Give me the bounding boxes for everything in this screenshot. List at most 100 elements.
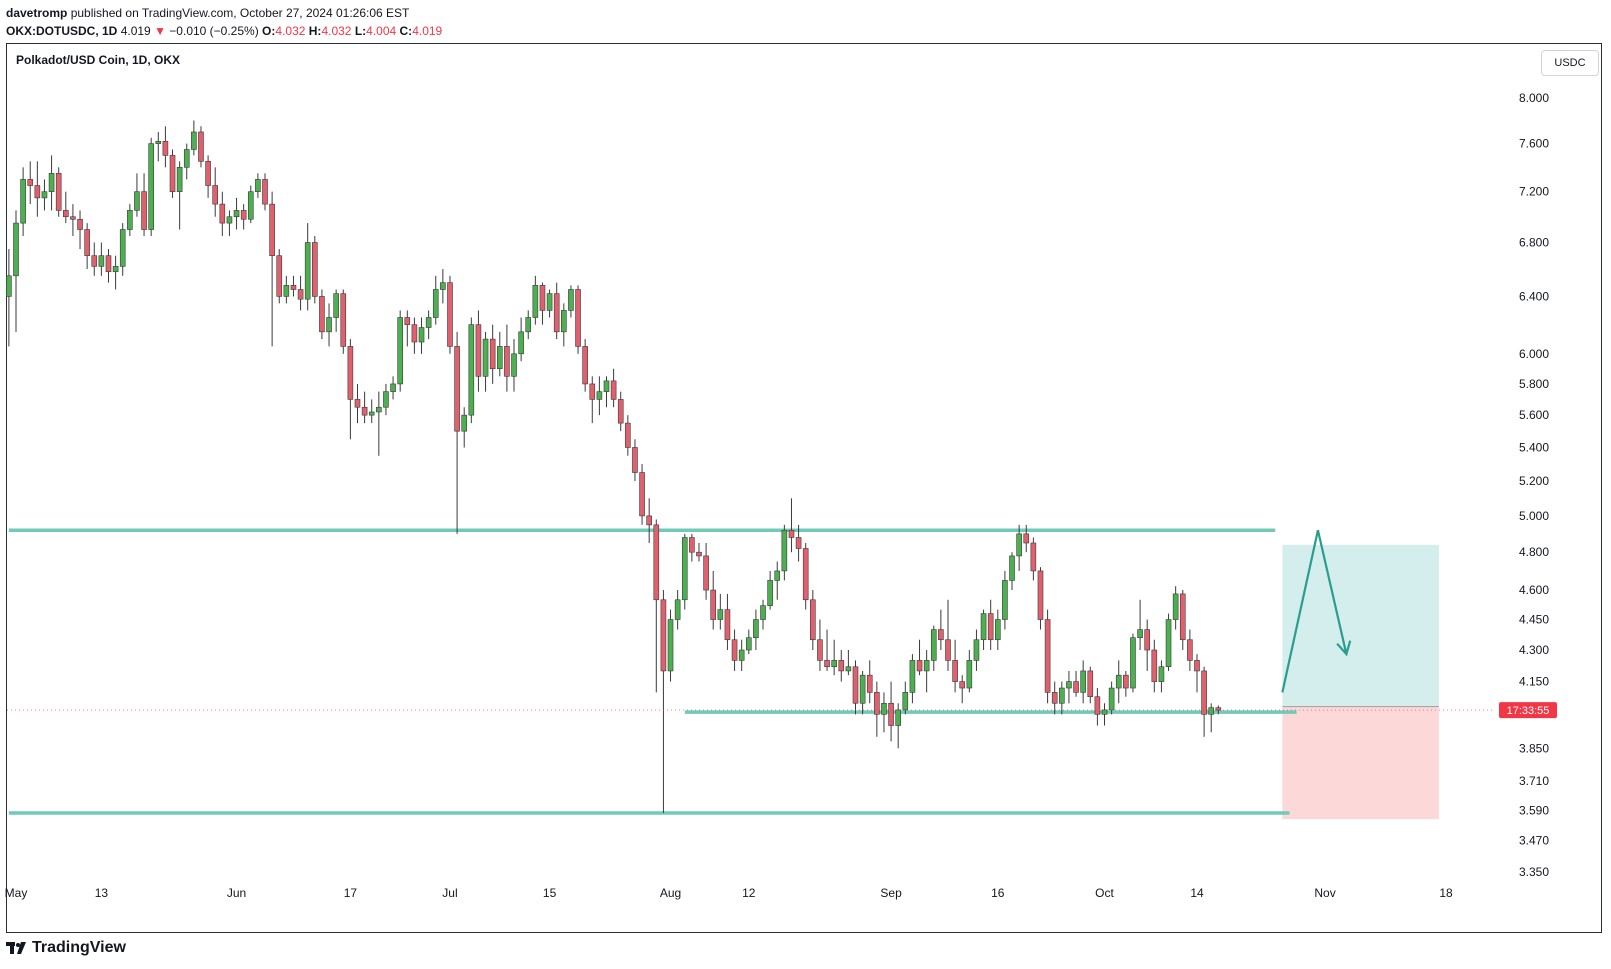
- candle-body: [639, 472, 645, 517]
- candle-body: [774, 570, 781, 581]
- x-tick-label: 17: [344, 886, 358, 900]
- candle-body: [1130, 637, 1136, 689]
- candle-body: [1158, 666, 1165, 682]
- candle-body: [1215, 707, 1222, 711]
- candle-body: [596, 391, 603, 400]
- candle-body: [568, 289, 574, 311]
- candle-body: [532, 285, 539, 318]
- x-tick-label: 16: [991, 886, 1005, 900]
- candle-body: [681, 537, 688, 601]
- candle-body: [247, 191, 254, 220]
- x-tick-label: 14: [1190, 886, 1204, 900]
- candle-body: [1187, 639, 1193, 661]
- candle-body: [895, 709, 901, 726]
- countdown-badge: [1499, 702, 1557, 719]
- candle-body: [27, 179, 34, 186]
- candle-body: [269, 203, 275, 256]
- candle-body: [1123, 674, 1129, 689]
- candle-body: [169, 155, 176, 192]
- target-zone: [1282, 544, 1439, 707]
- candle-body: [966, 660, 973, 689]
- candle-body: [1073, 681, 1079, 693]
- y-tick-label: 6.400: [1519, 289, 1549, 303]
- y-tick-label: 6.000: [1519, 347, 1549, 361]
- candle-body: [496, 346, 503, 370]
- x-tick-label: Oct: [1095, 886, 1114, 900]
- candle-body: [84, 229, 90, 256]
- close-label: C:: [399, 24, 413, 38]
- candle-body: [1030, 542, 1037, 572]
- candle-body: [233, 210, 240, 218]
- candle-body: [859, 674, 866, 704]
- x-tick-label: Aug: [660, 886, 681, 900]
- candle-body: [817, 639, 823, 661]
- candle-body: [1059, 687, 1065, 704]
- candle-body: [1066, 681, 1072, 689]
- candle-body: [183, 149, 190, 168]
- candle-body: [105, 255, 112, 273]
- candle-body: [1194, 660, 1200, 672]
- candle-body: [504, 346, 510, 377]
- candle-body: [290, 285, 297, 290]
- candle-body: [1087, 670, 1094, 698]
- y-tick-label: 4.300: [1519, 643, 1549, 657]
- candle-body: [454, 346, 460, 432]
- author-name[interactable]: davetromp: [6, 6, 68, 20]
- candle-body: [1002, 580, 1008, 620]
- candle-body: [390, 383, 396, 392]
- y-tick-label: 3.710: [1519, 774, 1549, 788]
- candle-body: [653, 524, 660, 601]
- candle-body: [63, 210, 69, 218]
- candle-body: [973, 639, 980, 661]
- candle-body: [77, 218, 83, 230]
- x-tick-label: 15: [543, 886, 557, 900]
- candle-body: [689, 537, 695, 553]
- candle-body: [119, 229, 126, 267]
- candle-body: [667, 619, 674, 672]
- candle-body: [148, 143, 154, 230]
- candle-body: [240, 210, 247, 220]
- candle-body: [1201, 670, 1207, 715]
- candle-body: [696, 551, 702, 557]
- currency-button[interactable]: USDC: [1541, 50, 1599, 76]
- candle-body: [938, 629, 944, 641]
- candle-body: [717, 609, 724, 620]
- candle-body: [923, 660, 930, 672]
- projection-path: [1281, 530, 1348, 693]
- x-tick-label: 18: [1439, 886, 1453, 900]
- candle-body: [916, 660, 923, 672]
- candle-body: [70, 216, 76, 220]
- candle-body: [155, 140, 162, 144]
- candle-body: [176, 167, 183, 192]
- candle-body: [674, 599, 681, 620]
- candle-body: [397, 317, 403, 385]
- candle-body: [212, 185, 219, 205]
- candle-body: [888, 702, 894, 726]
- y-tick-label: 4.800: [1519, 545, 1549, 559]
- candle-body: [617, 399, 624, 424]
- candle-body: [1172, 593, 1179, 620]
- candle-body: [582, 346, 588, 385]
- candle-body: [262, 179, 268, 205]
- candle-body: [710, 589, 717, 620]
- y-tick-label: 5.800: [1519, 377, 1549, 391]
- y-tick-label: 3.470: [1519, 834, 1549, 848]
- candle-body: [703, 555, 709, 591]
- candle-body: [440, 282, 446, 290]
- candle-body: [866, 674, 873, 693]
- x-tick-label: May: [5, 886, 28, 900]
- candle-body: [738, 649, 745, 661]
- candle-body: [518, 331, 524, 355]
- candle-body: [1023, 533, 1030, 544]
- chart-frame[interactable]: [6, 43, 1602, 933]
- candle-body: [13, 222, 19, 277]
- candle-body: [134, 191, 140, 211]
- candle-body: [781, 529, 788, 572]
- candle-body: [432, 289, 439, 318]
- candle-body: [831, 660, 837, 668]
- x-tick-label: 12: [742, 886, 756, 900]
- candle-body: [226, 216, 233, 224]
- projection-arrow-head: [1336, 640, 1352, 657]
- candle-body: [333, 293, 339, 318]
